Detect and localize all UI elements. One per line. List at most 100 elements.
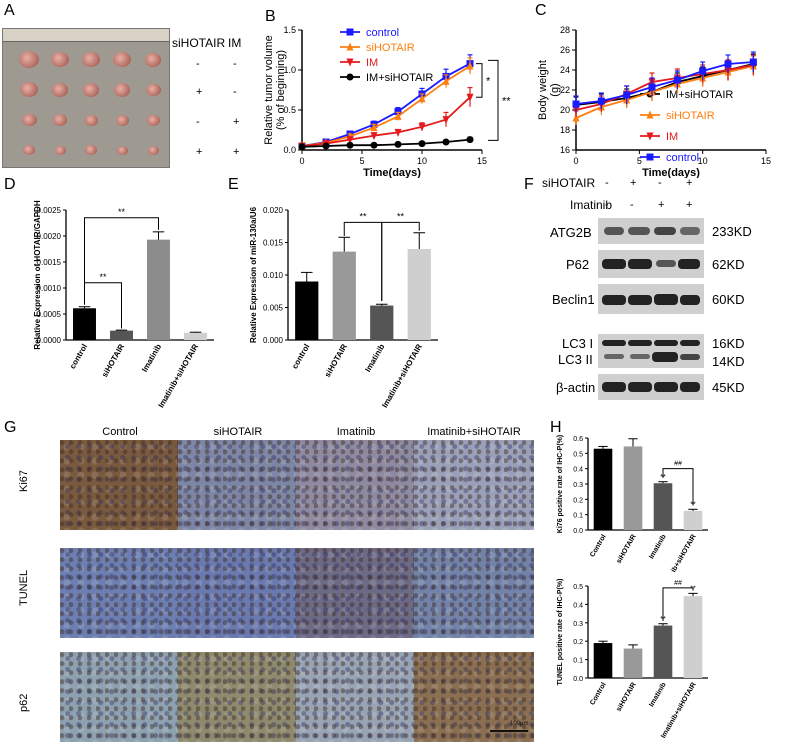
chart-d-hotair: 0.0000 0.0005 0.0010 0.0015 0.0020 0.0025Rela… — [33, 200, 214, 409]
ihc-micrograph — [296, 440, 416, 530]
y-tick-label: 0.0 — [573, 528, 583, 535]
tumor-sample — [23, 145, 35, 156]
tumor-sample — [20, 82, 38, 98]
panel-letter-e: E — [228, 176, 239, 193]
data-point — [394, 108, 402, 116]
data-point — [572, 100, 580, 108]
data-point — [597, 97, 605, 105]
data-point — [623, 91, 631, 99]
tumor-sample — [82, 52, 100, 68]
legend-marker — [646, 132, 654, 141]
y-tick-label: 0.0025 — [37, 206, 62, 215]
bar-Imatinib — [653, 483, 673, 530]
legend-label: IM+siHOTAIR — [666, 89, 733, 101]
scale-bar — [490, 730, 528, 732]
y-tick-label: 0.005 — [263, 304, 284, 313]
f-sign: + — [686, 177, 693, 189]
kd-label: 233KD — [712, 224, 752, 239]
f-sign: - — [605, 199, 609, 211]
panel-letter-h: H — [550, 419, 562, 436]
legend-label: control — [666, 152, 699, 164]
bar-siHOTAIR — [332, 251, 356, 340]
sig-label: ** — [397, 211, 405, 221]
y-tick-label: 0.0020 — [37, 232, 62, 241]
tumor-sample — [147, 145, 159, 155]
data-point — [724, 60, 732, 68]
sig-label: ** — [502, 95, 511, 107]
sig-bracket — [84, 217, 159, 305]
sig-label: ## — [674, 580, 682, 587]
IM-col-header: IM — [228, 36, 242, 50]
bar-siHOTAIR — [110, 330, 133, 340]
x-tick-label: 15 — [477, 156, 487, 166]
category-label: Imatinib+siHOTAIR — [380, 342, 424, 409]
legend-label: siHOTAIR — [666, 110, 715, 122]
legend-marker — [346, 28, 354, 36]
category-label: Control — [589, 533, 608, 558]
y-tick-label: 0.000 — [263, 336, 284, 345]
y-tick-label: 0.010 — [263, 271, 284, 280]
ihc-micrograph — [178, 548, 298, 638]
ruler — [3, 29, 169, 42]
data-point — [699, 67, 707, 75]
data-point — [418, 94, 426, 103]
y-tick-label: 0.020 — [263, 206, 284, 215]
tumor-photo — [2, 28, 170, 168]
data-point — [346, 141, 354, 149]
sig-label: ## — [674, 461, 682, 468]
y-tick-label: 0.6 — [573, 436, 583, 443]
kd-label: 60KD — [712, 292, 745, 307]
kd-label: 45KD — [712, 380, 745, 395]
ihc-micrograph — [296, 548, 416, 638]
panel-letter-c: C — [535, 2, 547, 19]
data-point — [673, 76, 681, 84]
y-tick-label: 22 — [560, 85, 570, 95]
a-sign: - — [196, 58, 200, 70]
y-axis-label: TUNEL positive rate of IHC-P(%) — [557, 579, 564, 686]
data-point — [394, 140, 402, 148]
data-point — [394, 111, 402, 120]
siHOTAIR-col-header: siHOTAIR — [172, 36, 226, 50]
sig-bracket — [381, 221, 420, 301]
x-tick-label: 15 — [761, 156, 771, 166]
y-tick-label: 0.5 — [573, 584, 583, 591]
series-line-IM — [301, 96, 471, 147]
a-sign: + — [233, 116, 240, 128]
y-tick-label: 0.0000 — [37, 336, 62, 345]
series-line-siHOTAIR — [301, 65, 471, 147]
category-label: siHOTAIR — [323, 342, 349, 379]
category-label: control — [68, 343, 89, 371]
y-tick-label: 0.0 — [573, 676, 583, 683]
series-line-siHOTAIR — [575, 65, 754, 119]
y-axis-label: (% of beginning) — [275, 50, 287, 130]
legend-label: IM — [666, 131, 678, 143]
g-col-imatinib: Imatinib — [336, 426, 376, 438]
x-tick-label: 5 — [359, 156, 364, 166]
category-label: Control — [589, 681, 608, 706]
band-label-beta-actin: β-actin — [556, 380, 596, 395]
tumor-sample — [19, 51, 39, 68]
y-tick-label: 16 — [560, 145, 570, 155]
g-row-ki67: Ki67 — [18, 469, 30, 492]
tumor-sample — [21, 113, 37, 127]
a-sign: - — [233, 58, 237, 70]
ihc-micrograph — [414, 652, 534, 742]
panel-letter-g: G — [4, 419, 17, 436]
ihc-micrograph — [60, 440, 180, 530]
chart-b-tumor-volume: 0 5 10 15 0.0 0.5 1.0 1.5 Time(days) Relative tum… — [263, 25, 511, 178]
ihc-micrograph — [178, 652, 298, 742]
data-point — [749, 58, 757, 66]
y-tick-label: 0.015 — [263, 239, 284, 248]
scale-bar-label: 100μm — [510, 721, 529, 727]
y-axis-label: Relative Expression of miR-130a/U6 — [249, 206, 258, 343]
legend-label: IM — [366, 57, 378, 69]
category-label: Imatinib — [363, 342, 386, 373]
tumor-sample — [114, 83, 130, 97]
x-axis-label: Time(days) — [642, 167, 700, 178]
y-tick-label: 0.2 — [573, 497, 583, 504]
g-row-p62: p62 — [18, 693, 30, 712]
y-axis-label: Relative Expression of HOTAIR/GAPDH — [33, 200, 42, 349]
x-tick-label: 10 — [698, 156, 708, 166]
chart-h-ki67: 0.0 0.1 0.2 0.3 0.4 0.5 0.6 Ki76 positive rate … — [557, 435, 708, 572]
data-point — [442, 138, 450, 146]
